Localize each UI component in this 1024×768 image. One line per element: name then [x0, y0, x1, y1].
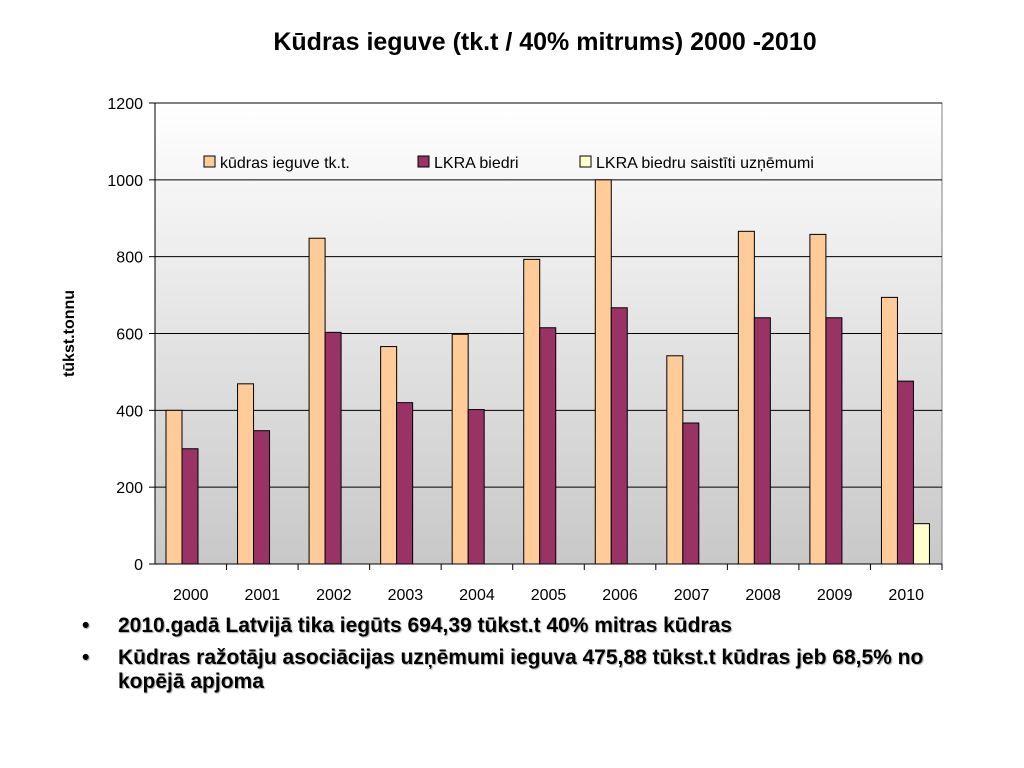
legend-swatch: [579, 155, 592, 168]
bar: [467, 409, 485, 565]
y-tick-label: 1200: [107, 96, 143, 113]
x-tick-label: 2009: [817, 587, 853, 604]
bar: [253, 430, 271, 565]
bar-chart: 0 200 400 600 800 1000 1200 tūkst.tonnu 2000 2001…: [61, 96, 943, 604]
bullet-text: 2010.gadā Latvijā tika iegūts 694,39 tūk…: [118, 614, 732, 637]
bar: [825, 317, 843, 565]
x-tick-label: 2003: [388, 587, 424, 604]
legend-swatch: [203, 155, 216, 168]
x-tick-label: 2006: [602, 587, 638, 604]
bullet-list: • 2010.gadā Latvijā tika iegūts 694,39 tū…: [78, 614, 978, 702]
bar: [880, 296, 898, 565]
y-tick-label: 600: [116, 327, 143, 344]
x-tick-label: 2001: [245, 587, 281, 604]
bar: [912, 523, 930, 565]
bar: [451, 333, 469, 565]
x-tick-label: 2004: [459, 587, 495, 604]
bar: [308, 237, 326, 565]
bar: [610, 307, 628, 565]
x-tick-label: 2002: [316, 587, 352, 604]
legend-label: LKRA biedri: [434, 155, 519, 172]
bullet-item: • 2010.gadā Latvijā tika iegūts 694,39 tū…: [82, 614, 732, 637]
bar: [896, 380, 914, 565]
x-tick-label: 2000: [173, 587, 209, 604]
bar: [324, 331, 342, 565]
bar: [523, 258, 541, 565]
legend-label: kūdras ieguve tk.t.: [220, 155, 350, 172]
legend-swatch: [417, 155, 430, 168]
bar: [682, 422, 700, 565]
x-tick-label: 2005: [531, 587, 567, 604]
chart-title: Kūdras ieguve (tk.t / 40% mitrums) 2000 …: [273, 28, 817, 56]
x-tick-label: 2007: [674, 587, 710, 604]
bar: [165, 409, 183, 565]
bullet-text: Kūdras ražotāju asociācijas uzņēmumi ieg…: [118, 646, 924, 693]
y-axis-label: tūkst.tonnu: [61, 290, 78, 377]
y-tick-label: 800: [116, 250, 143, 267]
bar: [594, 179, 612, 565]
bar: [237, 383, 255, 565]
bar: [380, 346, 398, 565]
bar: [809, 233, 827, 565]
y-tick-label: 400: [116, 403, 143, 420]
y-tick-label: 200: [116, 480, 143, 497]
legend-label: LKRA biedru saistīti uzņēmumi: [596, 155, 814, 172]
bar: [396, 402, 414, 565]
bullet-item: • Kūdras ražotāju asociācijas uzņēmumi ie…: [82, 646, 924, 693]
bar: [737, 230, 755, 565]
bar: [666, 355, 684, 565]
x-tick-label: 2008: [745, 587, 781, 604]
y-tick-label: 0: [134, 557, 143, 574]
y-tick-label: 1000: [107, 173, 143, 190]
bar: [539, 327, 557, 565]
bar: [753, 317, 771, 565]
bar: [181, 448, 199, 565]
x-tick-label: 2010: [888, 587, 924, 604]
